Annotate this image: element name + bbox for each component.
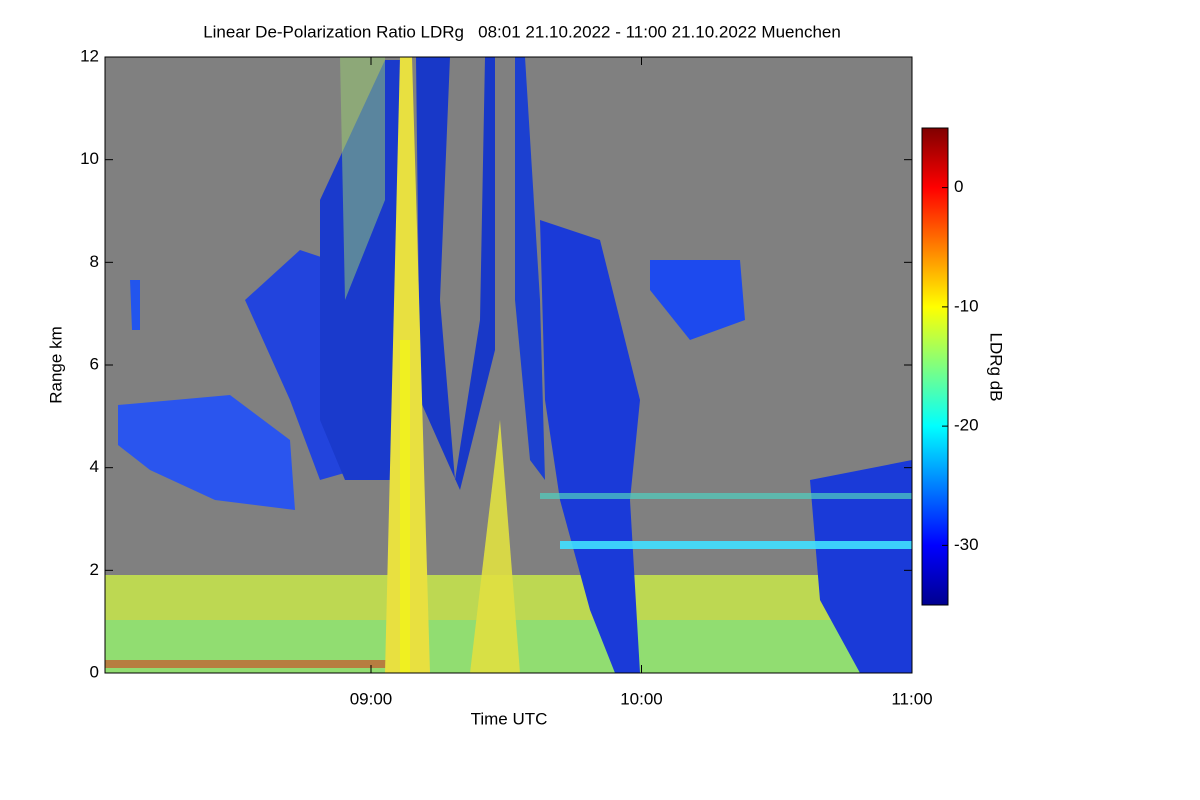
y-tick-label: 4 <box>90 457 99 476</box>
y-tick-label: 12 <box>80 46 99 65</box>
x-tick-label: 11:00 <box>891 689 932 708</box>
x-tick-label: 09:00 <box>350 689 393 708</box>
y-tick-label: 0 <box>90 662 99 681</box>
x-tick-label: 10:00 <box>620 689 663 708</box>
y-tick-label: 10 <box>80 149 99 168</box>
chart-title: Linear De-Polarization Ratio LDRg 08:01 … <box>203 22 841 41</box>
colorbar <box>921 127 949 606</box>
y-tick-label: 6 <box>90 354 99 373</box>
colorbar-tick-label: -10 <box>954 296 979 315</box>
colorbar-tick-label: -30 <box>954 535 979 554</box>
x-axis-label: Time UTC <box>471 709 548 728</box>
heatmap <box>105 57 912 673</box>
y-tick-label: 8 <box>90 252 99 271</box>
y-tick-label: 2 <box>90 560 99 579</box>
y-axis-label: Range km <box>46 326 65 403</box>
colorbar-label: LDRg dB <box>987 333 1006 402</box>
colorbar-tick-label: -20 <box>954 416 979 435</box>
colorbar-tick-label: 0 <box>954 177 963 196</box>
